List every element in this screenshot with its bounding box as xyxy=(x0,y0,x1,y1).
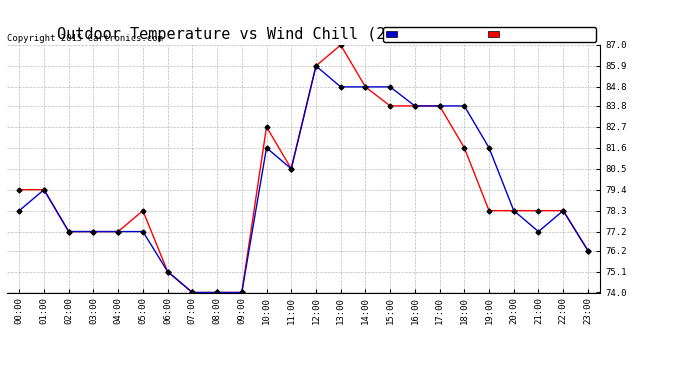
Legend: Wind Chill  (°F), Temperature  (°F): Wind Chill (°F), Temperature (°F) xyxy=(383,27,595,42)
Text: Copyright 2015 Cartronics.com: Copyright 2015 Cartronics.com xyxy=(7,33,163,42)
Title: Outdoor Temperature vs Wind Chill (24 Hours)  20150907: Outdoor Temperature vs Wind Chill (24 Ho… xyxy=(57,27,550,42)
